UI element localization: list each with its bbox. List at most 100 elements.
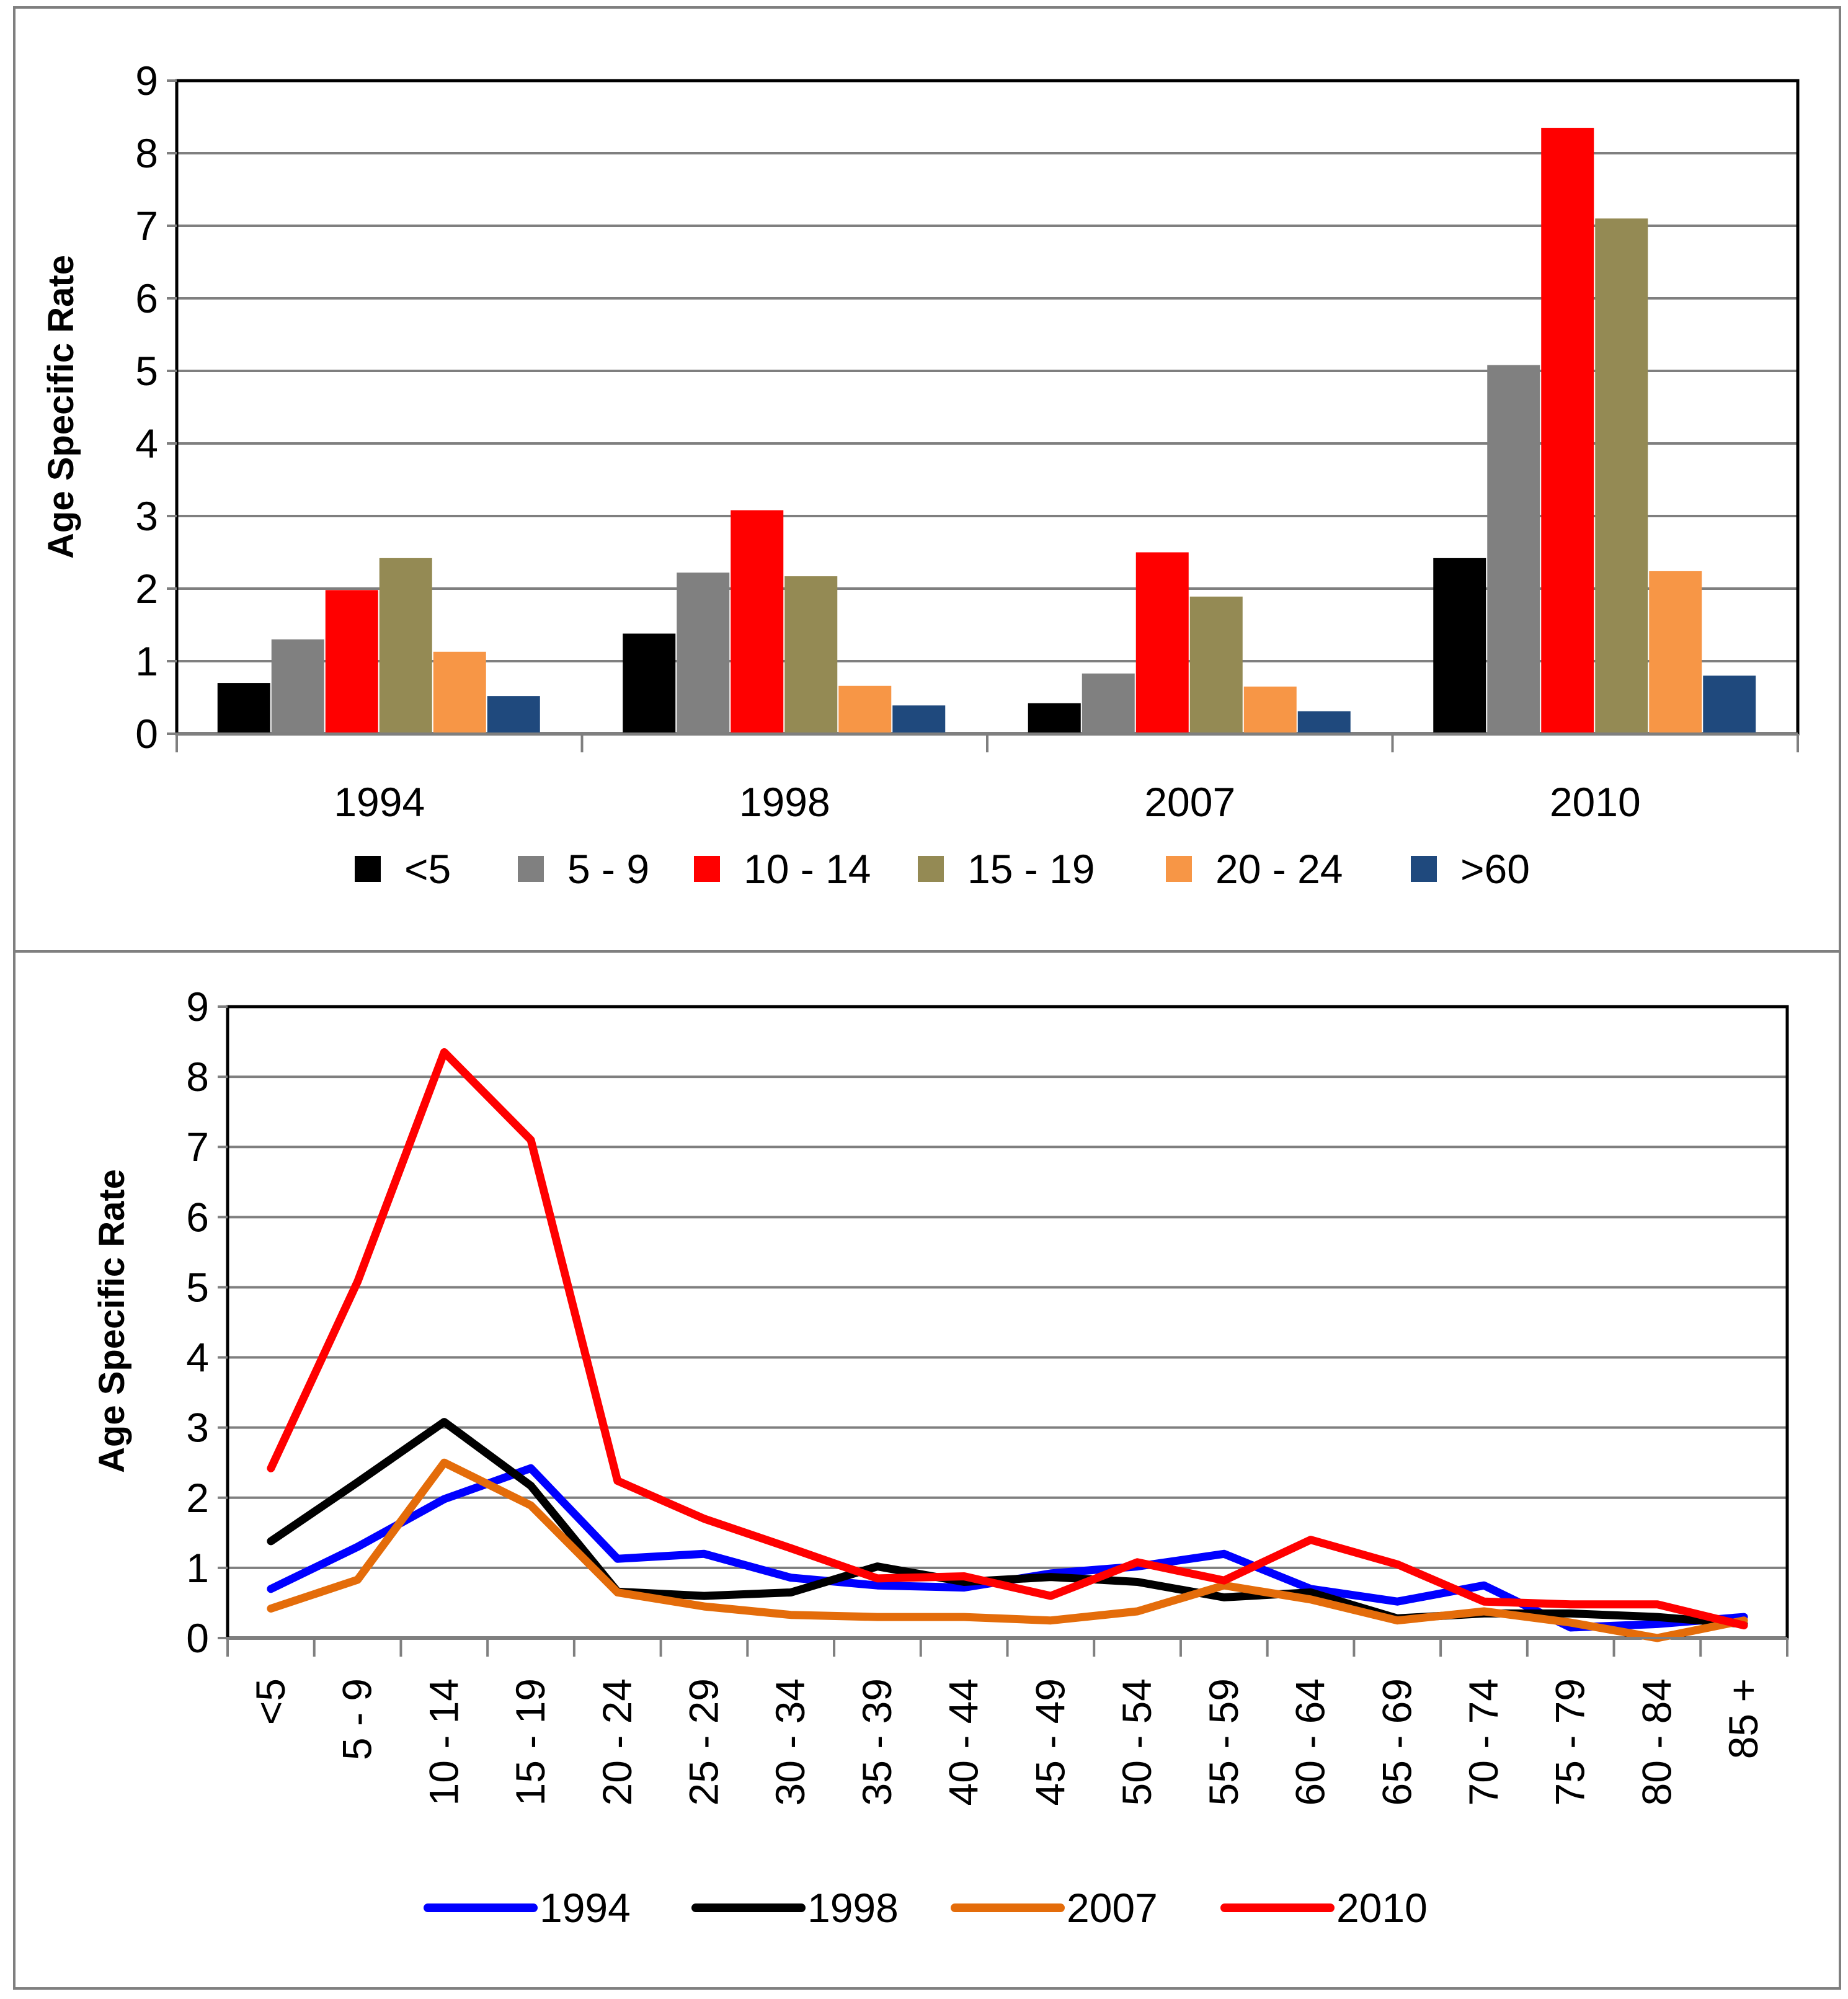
line-x-tick-label-45-49: 45 - 49 <box>1027 1678 1073 1805</box>
line-y-tick-label: 5 <box>186 1264 209 1310</box>
bar-1998-gt60 <box>892 705 946 734</box>
bar-1998-5-9 <box>677 572 730 734</box>
line-y-tick-label: 4 <box>186 1335 209 1381</box>
line-x-tick-label-55-59: 55 - 59 <box>1201 1678 1246 1805</box>
line-chart-y-ticks: 0 1 2 3 4 5 6 7 8 9 <box>186 984 228 1661</box>
line-x-tick-label-10-14: 10 - 14 <box>420 1678 466 1805</box>
bar-2010-gt60 <box>1703 675 1756 734</box>
line-x-tick-label-75-79: 75 - 79 <box>1547 1678 1593 1805</box>
bar-y-tick-label: 5 <box>135 348 158 394</box>
bar-legend-swatch-5-9 <box>518 856 544 882</box>
bar-legend-swatch-lt5 <box>355 856 381 882</box>
bar-1994-10-14 <box>325 590 378 734</box>
bar-y-tick-label: 2 <box>135 566 158 612</box>
bar-1998-10-14 <box>731 510 784 734</box>
line-x-tick-label-40-44: 40 - 44 <box>941 1678 987 1805</box>
line-x-tick-label-25-29: 25 - 29 <box>680 1678 726 1805</box>
bar-y-tick-label: 9 <box>135 58 158 104</box>
line-chart: 0 1 2 3 4 5 6 7 8 9 <5 5 - 9 10 - 14 15 - 19 20 - 24 2… <box>92 984 1789 1931</box>
bar-1994-20-24 <box>433 651 486 734</box>
bar-1994-5-9 <box>271 639 324 734</box>
line-chart-series <box>267 1048 1748 1642</box>
line-y-axis-label: Age Specific Rate <box>92 1169 132 1473</box>
line-y-tick-label: 0 <box>186 1615 209 1661</box>
bar-legend-swatch-15-19 <box>918 856 944 882</box>
line-legend-label-1998: 1998 <box>807 1885 899 1931</box>
bar-2007-20-24 <box>1243 686 1297 734</box>
bar-y-tick-label: 8 <box>135 130 158 176</box>
line-x-tick-label-65-69: 65 - 69 <box>1374 1678 1419 1805</box>
bar-1998-15-19 <box>784 576 838 734</box>
bar-legend-label-20-24: 20 - 24 <box>1215 846 1343 892</box>
bar-x-tick-label-1998: 1998 <box>739 779 830 825</box>
line-x-tick-label-30-34: 30 - 34 <box>767 1678 813 1805</box>
line-y-tick-label: 8 <box>186 1054 209 1100</box>
bar-chart-x-ticks: 1994 1998 2007 2010 <box>175 734 1799 825</box>
line-y-tick-label: 2 <box>186 1475 209 1521</box>
bar-chart-legend: <5 5 - 9 10 - 14 15 - 19 20 - 24 >60 <box>355 846 1530 892</box>
line-series-2007 <box>267 1458 1748 1642</box>
line-x-tick-label-35-39: 35 - 39 <box>854 1678 900 1805</box>
bar-y-tick-label: 0 <box>135 711 158 757</box>
bar-legend-swatch-10-14 <box>694 856 720 882</box>
bar-legend-label-5-9: 5 - 9 <box>567 846 649 892</box>
bar-2007-5-9 <box>1082 673 1135 734</box>
bar-2007-lt5 <box>1028 703 1081 734</box>
line-chart-x-ticks: <5 5 - 9 10 - 14 15 - 19 20 - 24 25 - 29 30 - … <box>226 1638 1788 1805</box>
bar-chart-y-ticks: 0 1 2 3 4 5 6 7 8 9 <box>135 58 177 757</box>
bar-legend-swatch-gt60 <box>1411 856 1437 882</box>
bar-2010-20-24 <box>1649 571 1702 734</box>
bar-chart-bars <box>217 128 1756 734</box>
bar-2010-5-9 <box>1487 365 1540 734</box>
line-series-1998 <box>267 1418 1748 1628</box>
bar-y-tick-label: 6 <box>135 275 158 321</box>
line-y-tick-label: 9 <box>186 984 209 1030</box>
line-series-2010 <box>267 1048 1748 1630</box>
bar-1994-15-19 <box>379 558 432 734</box>
bar-2007-10-14 <box>1135 552 1189 734</box>
bar-chart: 0 1 2 3 4 5 6 7 8 9 1994 1998 2007 2010 Age Specific… <box>41 58 1800 892</box>
line-x-tick-label-5-9: 5 - 9 <box>334 1678 380 1760</box>
line-x-tick-label-15-19: 15 - 19 <box>507 1678 553 1805</box>
line-chart-frame <box>13 950 1841 1990</box>
line-legend-label-1994: 1994 <box>540 1885 631 1931</box>
bar-1998-20-24 <box>838 685 892 734</box>
bar-y-tick-label: 4 <box>135 421 158 466</box>
bar-2007-15-19 <box>1189 596 1243 734</box>
bar-2010-lt5 <box>1433 558 1486 734</box>
line-x-tick-label-50-54: 50 - 54 <box>1114 1678 1160 1805</box>
bar-2010-15-19 <box>1595 218 1648 734</box>
line-y-tick-label: 6 <box>186 1194 209 1240</box>
line-x-tick-label-70-74: 70 - 74 <box>1460 1678 1506 1805</box>
bar-2007-gt60 <box>1297 711 1351 734</box>
line-y-tick-label: 3 <box>186 1405 209 1451</box>
line-legend-label-2007: 2007 <box>1067 1885 1158 1931</box>
line-plot-area <box>226 1005 1789 1640</box>
line-y-tick-label: 1 <box>186 1545 209 1591</box>
line-chart-gridlines <box>228 1075 1787 1569</box>
bar-legend-swatch-20-24 <box>1166 856 1192 882</box>
bar-legend-label-lt5: <5 <box>404 846 451 892</box>
bar-2010-10-14 <box>1541 128 1594 734</box>
bar-y-tick-label: 7 <box>135 203 158 249</box>
line-x-tick-label-lt5: <5 <box>247 1678 293 1725</box>
line-chart-legend: 1994 1998 2007 2010 <box>424 1885 1428 1931</box>
line-x-tick-label-60-64: 60 - 64 <box>1287 1678 1333 1805</box>
bar-legend-label-gt60: >60 <box>1460 846 1530 892</box>
bar-x-tick-label-1994: 1994 <box>334 779 425 825</box>
bar-x-tick-label-2010: 2010 <box>1550 779 1641 825</box>
line-legend-label-2010: 2010 <box>1336 1885 1428 1931</box>
line-x-tick-label-85-plus: 85 + <box>1720 1678 1766 1759</box>
bar-1994-lt5 <box>217 683 270 734</box>
bar-x-tick-label-2007: 2007 <box>1144 779 1235 825</box>
bar-1994-gt60 <box>487 696 540 734</box>
line-y-tick-label: 7 <box>186 1124 209 1170</box>
bar-y-tick-label: 3 <box>135 493 158 539</box>
bar-1998-lt5 <box>623 633 676 734</box>
bar-legend-label-15-19: 15 - 19 <box>967 846 1095 892</box>
bar-y-axis-label: Age Specific Rate <box>41 255 81 559</box>
bar-y-tick-label: 1 <box>135 638 158 684</box>
line-x-tick-label-20-24: 20 - 24 <box>594 1678 640 1805</box>
line-x-tick-label-80-84: 80 - 84 <box>1633 1678 1679 1805</box>
